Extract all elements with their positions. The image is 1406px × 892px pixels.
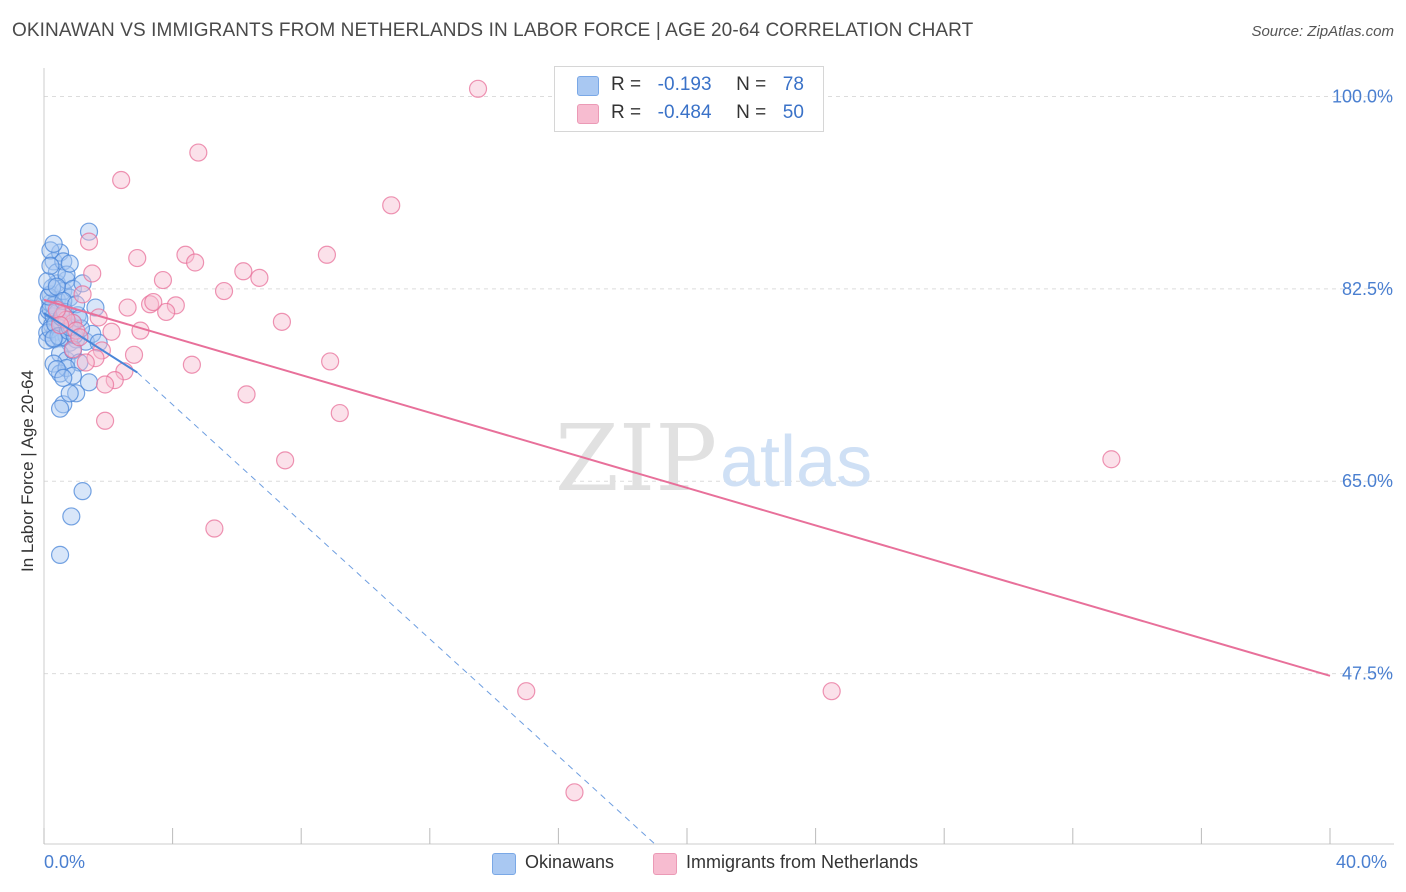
chart-title: OKINAWAN VS IMMIGRANTS FROM NETHERLANDS … [12, 20, 974, 41]
legend-n-label: N = [736, 102, 767, 123]
netherlands-point [250, 268, 269, 287]
netherlands-point [144, 292, 163, 312]
netherlands-point [112, 170, 131, 190]
okinawan-point [73, 482, 92, 501]
netherlands-point [205, 519, 224, 538]
legend-r-label: R = [611, 102, 642, 123]
watermark: ZIP atlas [555, 405, 872, 512]
correlation-legend: R = -0.193 N = 78 R = -0.484 N = 50 [554, 66, 824, 132]
netherlands-point [237, 385, 256, 404]
netherlands-point [79, 232, 99, 251]
netherlands-point [234, 262, 253, 281]
bottom-legend-label: Okinawans [525, 852, 615, 872]
okinawan-point [60, 384, 79, 403]
x-tick-label-max: 40.0% [1336, 852, 1388, 872]
netherlands-point [166, 296, 185, 315]
netherlands-point [1102, 450, 1121, 469]
axes [43, 68, 1394, 845]
source-label: Source: ZipAtlas.com [1251, 23, 1394, 40]
data-points [38, 79, 1121, 802]
netherlands-point [95, 375, 115, 394]
netherlands-point [140, 295, 160, 314]
okinawan-point [50, 399, 70, 418]
trend-lines [43, 298, 1331, 845]
okinawan-point [54, 368, 73, 388]
bottom-legend-label: Immigrants from Netherlands [686, 852, 919, 872]
netherlands-point [102, 322, 121, 341]
netherlands-point [83, 264, 102, 283]
okinawan-trend-line [43, 312, 138, 374]
netherlands-point [468, 79, 488, 98]
netherlands-point [182, 355, 201, 374]
legend-r-label: R = [611, 74, 642, 95]
grid-lines [44, 95, 1394, 675]
netherlands-point [330, 403, 349, 423]
okinawan-point [67, 384, 86, 403]
legend-n-value: 50 [782, 102, 804, 123]
y-tick-label: 65.0% [1342, 471, 1393, 491]
okinawan-point [60, 254, 79, 273]
netherlands-point [73, 285, 92, 304]
y-axis-label: In Labor Force | Age 20-64 [18, 370, 37, 572]
netherlands-point [186, 253, 205, 272]
netherlands-point [214, 281, 234, 301]
legend-n-label: N = [736, 74, 767, 95]
netherlands-point [321, 352, 340, 371]
legend-n-value: 78 [782, 74, 804, 95]
netherlands-point [382, 196, 401, 215]
netherlands-point [517, 682, 536, 701]
okinawan-point [79, 222, 99, 241]
netherlands-point [124, 345, 144, 364]
y-tick-label: 100.0% [1332, 86, 1393, 106]
y-tick-labels: 47.5% 65.0% 82.5% 100.0% [1332, 86, 1393, 683]
netherlands-point [317, 245, 337, 264]
okinawan-point [41, 256, 60, 275]
legend-r-value: -0.484 [657, 102, 712, 123]
y-tick-label: 47.5% [1342, 664, 1393, 684]
netherlands-point [822, 682, 841, 701]
netherlands-trend-line [43, 298, 1331, 677]
x-tick-label-min: 0.0% [44, 852, 86, 872]
netherlands-point [276, 451, 295, 470]
netherlands-point [176, 245, 195, 264]
watermark-zip: ZIP [555, 405, 717, 512]
y-tick-label: 82.5% [1342, 279, 1393, 299]
okinawan-point [44, 234, 63, 253]
netherlands-point [565, 783, 584, 802]
bottom-legend-swatch-pink [653, 853, 677, 875]
netherlands-point [118, 298, 137, 317]
netherlands-point [157, 302, 176, 322]
legend-r-value: -0.193 [657, 74, 712, 95]
okinawan-point [38, 272, 57, 291]
netherlands-point [189, 143, 208, 162]
netherlands-point [86, 349, 105, 368]
okinawan-point [50, 545, 70, 564]
bottom-legend-swatch-blue [492, 853, 516, 875]
okinawan-point [86, 298, 105, 317]
legend-swatch-pink [577, 104, 599, 124]
okinawan-trend-line [136, 372, 656, 845]
okinawan-point [79, 373, 99, 392]
netherlands-point [272, 312, 292, 331]
watermark-atlas: atlas [720, 422, 872, 502]
netherlands-point [153, 270, 173, 290]
okinawan-point [62, 507, 81, 526]
legend-swatch-blue [577, 76, 599, 96]
okinawan-point [63, 279, 83, 298]
netherlands-point [95, 411, 115, 430]
netherlands-point [105, 371, 124, 390]
netherlands-point [128, 248, 147, 268]
netherlands-point [76, 353, 95, 372]
